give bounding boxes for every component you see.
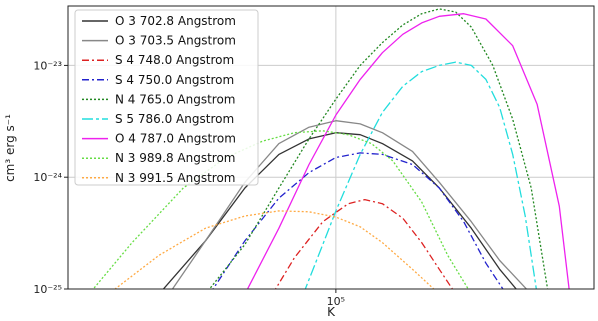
series-line xyxy=(246,13,570,289)
series-line xyxy=(162,132,518,289)
legend-label: O 3 703.5 Angstrom xyxy=(115,34,236,48)
series-line xyxy=(113,210,435,289)
plot-frame xyxy=(67,5,595,290)
x-tick-label: 10⁵ xyxy=(327,295,345,308)
legend-label: S 5 786.0 Angstrom xyxy=(115,112,234,126)
series-line xyxy=(274,198,454,289)
y-tick-label: 10⁻²³ xyxy=(33,59,62,72)
x-axis-label: K xyxy=(327,305,336,319)
legend-label: N 4 765.0 Angstrom xyxy=(115,92,236,106)
series-line xyxy=(212,152,504,289)
legend-label: O 3 702.8 Angstrom xyxy=(115,14,236,28)
legend-label: N 3 991.5 Angstrom xyxy=(115,171,236,185)
legend-box xyxy=(74,9,259,186)
series-line xyxy=(92,130,469,289)
legend-label: S 4 748.0 Angstrom xyxy=(115,53,234,67)
y-tick-label: 10⁻²⁵ xyxy=(33,283,62,296)
legend-label: O 4 787.0 Angstrom xyxy=(115,132,236,146)
y-tick-label: 10⁻²⁴ xyxy=(33,171,62,184)
y-axis-label: cm³ erg s⁻¹ xyxy=(3,114,17,182)
legend-label: S 4 750.0 Angstrom xyxy=(115,73,234,87)
legend: O 3 702.8 Angstrom O 3 703.5 Angstrom S 4 … xyxy=(74,9,259,186)
legend-label: N 3 989.8 Angstrom xyxy=(115,151,236,165)
series-line xyxy=(304,61,537,289)
axis-ticks: 10⁵ 10⁻²⁵ 10⁻²⁴ 10⁻²³ xyxy=(33,59,345,308)
